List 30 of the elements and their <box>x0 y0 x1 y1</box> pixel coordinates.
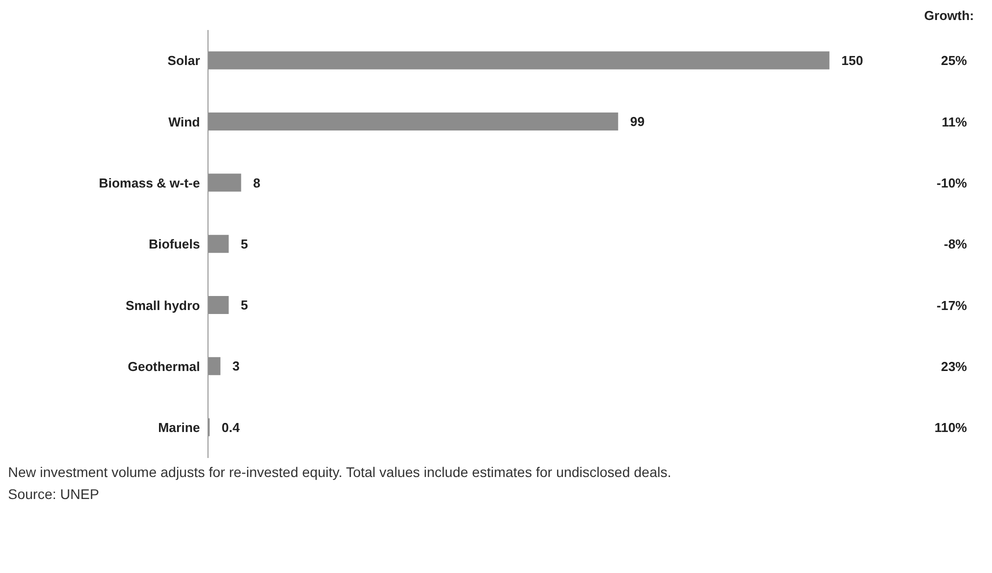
bar <box>208 234 229 253</box>
text: -10% <box>936 175 968 190</box>
text: 25% <box>940 53 968 68</box>
bar <box>208 357 220 376</box>
y-tick-label: Wind <box>168 114 200 130</box>
y-tick-label: Marine <box>158 420 200 436</box>
text: -8% <box>944 236 968 252</box>
data-label: 8 <box>253 175 260 190</box>
y-tick-label: Small hydro <box>126 298 200 313</box>
text: 11% <box>942 114 968 130</box>
bar <box>208 51 830 70</box>
text: 110% <box>934 420 968 436</box>
y-tick-label: Biomass & w-t-e <box>98 175 200 190</box>
data-label: 5 <box>240 298 248 313</box>
data-label: 0.4 <box>222 420 240 435</box>
bar <box>208 112 618 131</box>
text: New investment volume adjusts for re-invested equity. Total values include estimates for undisclosed deals. <box>8 464 672 480</box>
bar <box>208 296 229 314</box>
y-tick-label: Solar <box>167 53 200 68</box>
source-note: Source: UNEP <box>8 486 100 502</box>
text: -17% <box>936 298 968 313</box>
text: 23% <box>940 358 968 374</box>
y-tick-label: Biofuels <box>148 236 200 252</box>
y-tick-label: Geothermal <box>128 358 200 374</box>
data-label: 3 <box>232 358 240 374</box>
text: Growth: <box>924 8 974 23</box>
data-label: 5 <box>240 236 248 252</box>
bar <box>208 174 242 192</box>
data-label: 150 <box>841 53 864 68</box>
data-label: 99 <box>630 114 645 130</box>
